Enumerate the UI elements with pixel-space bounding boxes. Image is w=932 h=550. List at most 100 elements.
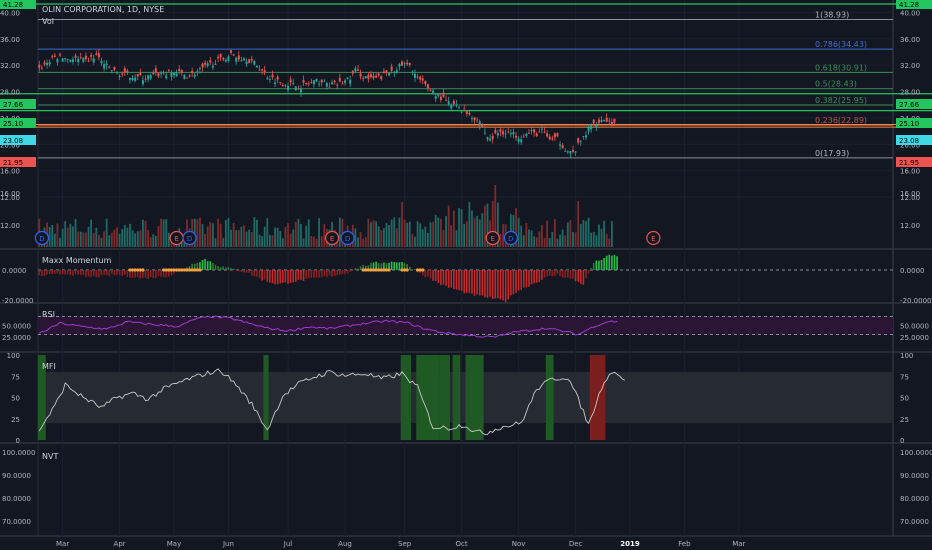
fib-level-label: 0.5(28.43) xyxy=(815,80,857,89)
rsi-pane[interactable] xyxy=(38,315,893,338)
price-tick-label: 40.00 xyxy=(0,9,20,17)
momentum-bar xyxy=(427,270,429,277)
volume-bar xyxy=(486,203,489,247)
momentum-bar xyxy=(61,270,64,275)
candle-body xyxy=(338,77,341,82)
candle-body xyxy=(556,133,559,137)
volume-bar xyxy=(90,219,93,247)
momentum-bar xyxy=(240,270,243,272)
momentum-bar xyxy=(92,270,95,277)
momentum-bar xyxy=(129,270,131,278)
candle-body xyxy=(458,107,461,109)
mfi-oversold-zone xyxy=(263,355,269,440)
momentum-bar xyxy=(59,270,61,275)
momentum-pane-title: Maxx Momentum xyxy=(42,256,112,265)
momentum-bar xyxy=(380,263,383,270)
price-tag xyxy=(896,0,932,9)
momentum-bar xyxy=(595,260,598,270)
momentum-bar xyxy=(517,270,520,291)
candle-body xyxy=(43,62,46,65)
volume-bar xyxy=(204,234,207,247)
time-axis-label: Nov xyxy=(512,540,526,548)
volume-bar xyxy=(463,224,466,247)
candle-body xyxy=(292,82,295,84)
candle-body xyxy=(315,78,318,82)
momentum-dot xyxy=(361,268,365,272)
momentum-bar xyxy=(111,270,113,275)
volume-bar xyxy=(92,232,95,247)
mfi-oversold-zone xyxy=(38,355,46,440)
momentum-bar xyxy=(261,270,263,281)
event-marker xyxy=(503,230,518,246)
volume-bar xyxy=(496,202,499,247)
event-marker-label: E xyxy=(174,235,178,243)
candle-body xyxy=(84,55,87,60)
momentum-bar xyxy=(574,270,577,282)
volume-bar xyxy=(385,223,388,247)
momentum-bar xyxy=(388,262,390,270)
volume-bar xyxy=(509,214,512,247)
volume-bar xyxy=(193,218,196,247)
price-tick-label: 12.00 xyxy=(900,194,920,202)
candle-body xyxy=(328,86,331,88)
volume-bar xyxy=(587,217,590,247)
momentum-bar xyxy=(613,254,616,270)
momentum-pane[interactable] xyxy=(38,254,893,303)
candle-body xyxy=(362,78,365,79)
candle-body xyxy=(359,73,362,77)
volume-bar xyxy=(416,221,419,247)
candle-body xyxy=(463,108,466,110)
candle-body xyxy=(344,80,347,83)
volume-bar xyxy=(367,218,370,247)
candle-body xyxy=(222,57,225,60)
volume-bar xyxy=(281,238,284,247)
volume-bar xyxy=(445,216,447,247)
volume-bar xyxy=(398,217,401,247)
momentum-dot xyxy=(172,268,176,272)
momentum-dot xyxy=(387,268,391,272)
candle-body xyxy=(82,57,85,62)
mfi-tick-label: 75 xyxy=(900,373,909,381)
candle-body xyxy=(224,59,227,62)
momentum-bar xyxy=(341,270,344,275)
candle-body xyxy=(367,75,370,79)
fib-level-label: 0.618(30.91) xyxy=(815,63,867,72)
volume-bar xyxy=(608,238,611,247)
candle-body xyxy=(193,74,196,77)
momentum-bar xyxy=(85,270,87,277)
volume-bar xyxy=(211,223,214,247)
volume-bar xyxy=(292,229,295,247)
volume-bar xyxy=(209,222,212,247)
momentum-bar xyxy=(64,270,66,275)
momentum-bar xyxy=(580,270,582,284)
candle-body xyxy=(64,58,67,60)
momentum-tick-label: -20.0000 xyxy=(900,297,931,305)
candle-body xyxy=(279,82,282,83)
momentum-bar xyxy=(48,270,51,274)
candle-body xyxy=(346,77,349,79)
momentum-bar xyxy=(225,267,227,270)
price-tag-label: 27.66 xyxy=(899,101,920,109)
momentum-bar xyxy=(556,270,559,275)
momentum-dot xyxy=(195,268,199,272)
time-axis-label: Dec xyxy=(569,540,583,548)
volume-bar xyxy=(144,220,147,247)
momentum-bar xyxy=(481,270,484,296)
momentum-bar xyxy=(274,270,276,285)
price-tag xyxy=(896,99,932,109)
momentum-bar xyxy=(450,270,453,288)
volume-bar xyxy=(274,227,276,247)
momentum-bar xyxy=(82,270,85,276)
momentum-bar xyxy=(152,270,155,279)
candle-body xyxy=(116,72,119,74)
momentum-dot xyxy=(136,268,140,272)
volume-bar xyxy=(380,230,383,247)
price-pane[interactable]: 1(38.93) 0.786(34.43) 0.618(30.91) 0.5(28.4… xyxy=(0,3,932,247)
volume-bar xyxy=(522,235,525,247)
candle-body xyxy=(232,54,235,56)
candle-body xyxy=(118,76,121,78)
mfi-pane[interactable] xyxy=(38,355,893,440)
price-tag xyxy=(0,118,36,128)
nvt-tick-label: 100.0000 xyxy=(2,449,35,457)
